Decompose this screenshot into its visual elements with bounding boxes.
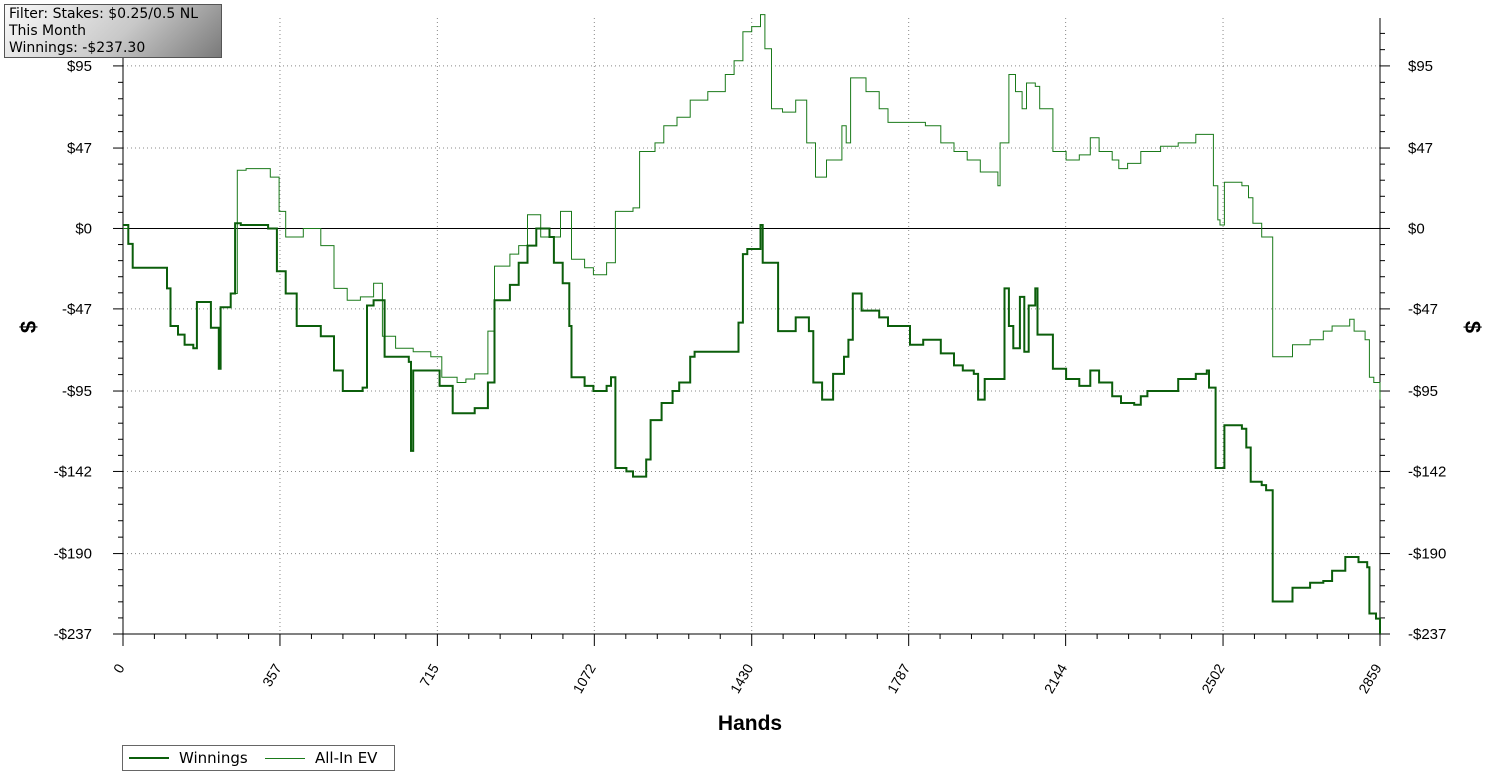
y-tick-label-left: $95 (67, 58, 92, 75)
y-tick-label-right: -$190 (1408, 546, 1446, 563)
x-tick-label: 2144 (1041, 661, 1071, 696)
y-tick-label-right: -$142 (1408, 463, 1446, 480)
y-tick-label-left: $0 (75, 220, 92, 237)
x-axis-label: Hands (718, 712, 782, 735)
chart-series (123, 14, 1381, 634)
x-tick-label: 715 (416, 661, 442, 689)
legend-item-ev: All-In EV (265, 749, 377, 767)
y-tick-label-right: -$47 (1408, 301, 1438, 318)
filter-period-text: This Month (9, 23, 86, 39)
y-axis-label-left: $ (16, 321, 41, 333)
y-tick-label-right: $47 (1408, 140, 1433, 157)
legend-label-winnings: Winnings (179, 749, 248, 767)
y-tick-label-right: $95 (1408, 58, 1433, 75)
chart-legend: Winnings All-In EV (122, 745, 395, 771)
filter-winnings-text: Winnings: -$237.30 (9, 40, 146, 56)
y-tick-label-left: -$142 (54, 463, 92, 480)
filter-info-box: Filter: Stakes: $0.25/0.5 NL This Month … (4, 4, 222, 58)
y-tick-label-left: -$47 (62, 301, 92, 318)
y-tick-label-right: $0 (1408, 220, 1425, 237)
x-tick-labels: 0 357 715 1072 1430 1787 2144 2502 2859 (110, 661, 1385, 696)
y-tick-label-right: -$237 (1408, 626, 1446, 643)
y-tick-labels-left: $95 $47 $0 -$47 -$95 -$142 -$190 -$237 (54, 58, 92, 643)
legend-swatch-ev (265, 757, 305, 759)
legend-item-winnings: Winnings (129, 749, 248, 767)
x-tick-label: 357 (259, 661, 285, 689)
x-tick-label: 2859 (1355, 661, 1385, 696)
x-tick-label: 1787 (884, 661, 914, 696)
x-tick-label: 1430 (727, 661, 757, 696)
filter-stakes-text: Filter: Stakes: $0.25/0.5 NL (9, 6, 199, 22)
y-tick-label-left: -$190 (54, 546, 92, 563)
legend-swatch-winnings (129, 757, 169, 759)
x-tick-label: 1072 (569, 661, 599, 696)
legend-label-ev: All-In EV (315, 749, 378, 767)
minor-ticks (118, 32, 1385, 639)
y-tick-labels-right: $95 $47 $0 -$47 -$95 -$142 -$190 -$237 (1408, 58, 1446, 643)
series-line-winnings (123, 222, 1381, 634)
y-tick-label-left: -$95 (62, 383, 92, 400)
chart-axes (113, 18, 1390, 646)
y-tick-label-left: $47 (67, 140, 92, 157)
y-tick-label-left: -$237 (54, 626, 92, 643)
series-line-all-in-ev (123, 14, 1381, 400)
y-tick-label-right: -$95 (1408, 383, 1438, 400)
x-tick-label: 2502 (1198, 661, 1228, 696)
x-tick-label: 0 (110, 661, 128, 676)
chart-grid (123, 18, 1380, 634)
y-axis-label-right: $ (1460, 321, 1485, 333)
